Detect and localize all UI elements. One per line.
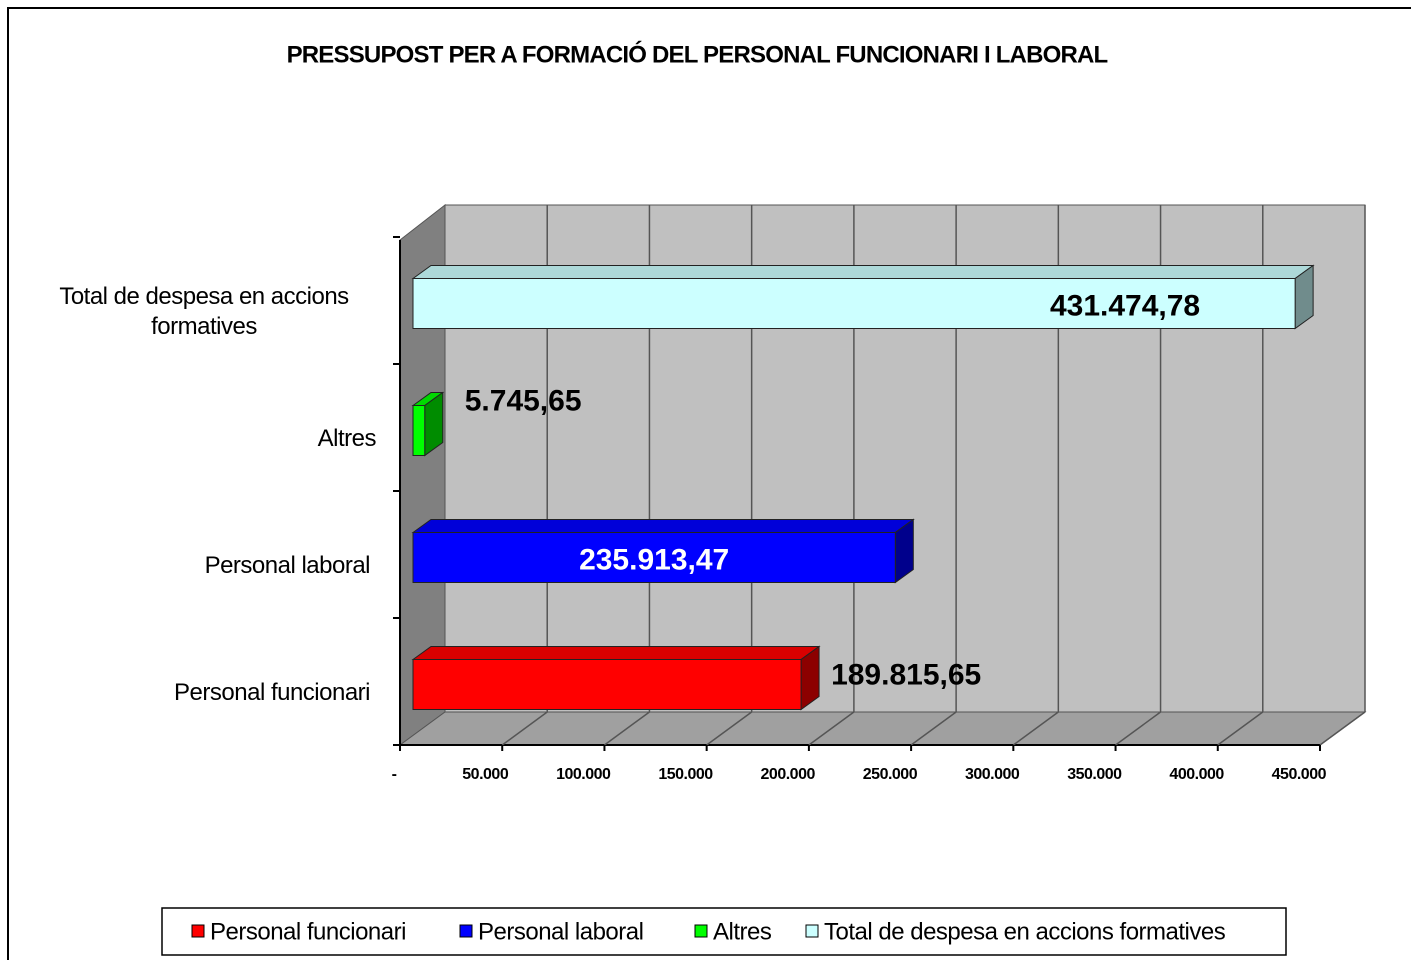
floor-grid-line	[808, 711, 855, 746]
data-label: 431.474,78	[1050, 289, 1200, 322]
bar	[412, 532, 896, 583]
legend-label: Altres	[713, 918, 772, 945]
legend-label: Personal laboral	[478, 918, 643, 945]
data-label: 5.745,65	[465, 384, 582, 417]
y-tick-label: Personal funcionari	[174, 678, 370, 706]
floor	[398, 711, 1367, 746]
y-tick-label: Altres	[317, 424, 377, 452]
bar	[412, 405, 426, 456]
floor-grid-line	[604, 711, 650, 746]
bar-top	[411, 519, 915, 533]
x-tick-label: 150.000	[658, 766, 713, 783]
legend-swatch	[459, 924, 473, 938]
bar	[412, 278, 1296, 329]
x-tick-label: 450.000	[1272, 766, 1327, 783]
legend-label: Total de despesa en accions formatives	[824, 918, 1226, 945]
bar	[412, 659, 802, 710]
legend-swatch	[805, 924, 819, 938]
bar-top	[411, 265, 1315, 279]
x-tick-label: 100.000	[556, 766, 611, 783]
y-tick-label: Personal laboral	[204, 551, 371, 579]
floor-grid-line	[1217, 711, 1264, 746]
legend	[161, 907, 1287, 956]
legend-label: Personal funcionari	[210, 918, 406, 945]
bar-top	[411, 646, 821, 660]
data-label: 235.913,47	[579, 543, 729, 576]
floor-grid-line	[910, 711, 957, 746]
x-tick-label: 400.000	[1169, 766, 1224, 783]
x-tick-label: -	[392, 766, 397, 783]
legend-swatch	[694, 924, 708, 938]
floor-grid-line	[1115, 711, 1161, 746]
x-tick-label: 50.000	[462, 766, 509, 783]
data-label: 189.815,65	[831, 658, 981, 691]
x-tick-label: 300.000	[965, 766, 1020, 783]
y-tick-label: Total de despesa en accions formatives	[59, 282, 349, 340]
floor-grid-line	[501, 711, 548, 746]
x-tick-label: 350.000	[1067, 766, 1122, 783]
x-tick-label: 200.000	[761, 766, 816, 783]
frame	[7, 7, 1411, 960]
chart-title: PRESSUPOST PER A FORMACIÓ DEL PERSONAL F…	[287, 40, 1108, 68]
legend-swatch	[191, 924, 205, 938]
floor-grid-line	[1319, 711, 1366, 746]
x-tick-label: 250.000	[863, 766, 918, 783]
floor-grid-line	[1012, 711, 1059, 746]
floor-grid-line	[706, 711, 753, 746]
